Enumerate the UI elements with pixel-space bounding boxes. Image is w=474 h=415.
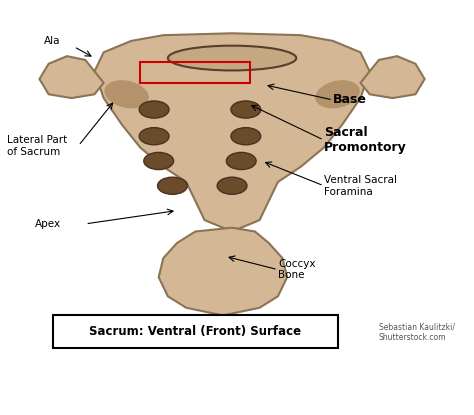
Ellipse shape (139, 101, 169, 118)
Ellipse shape (144, 152, 173, 170)
Ellipse shape (315, 80, 360, 108)
Polygon shape (360, 56, 425, 98)
Ellipse shape (231, 101, 261, 118)
Ellipse shape (231, 128, 261, 145)
Text: Sacral
Promontory: Sacral Promontory (324, 126, 407, 154)
Polygon shape (39, 56, 104, 98)
FancyBboxPatch shape (53, 315, 337, 348)
Ellipse shape (139, 128, 169, 145)
Text: RegisteredNurseRN.com: RegisteredNurseRN.com (141, 394, 333, 408)
Text: Sebastian Kaulitzki/
Shutterstock.com: Sebastian Kaulitzki/ Shutterstock.com (379, 323, 455, 342)
Text: Lateral Part
of Sacrum: Lateral Part of Sacrum (8, 135, 68, 156)
Text: Ala: Ala (44, 36, 61, 46)
Text: Sacrum: Ventral (Front) Surface: Sacrum: Ventral (Front) Surface (89, 325, 301, 338)
Text: Ventral Sacral
Foramina: Ventral Sacral Foramina (324, 175, 397, 197)
Text: Apex: Apex (35, 219, 61, 229)
Text: Base: Base (333, 93, 367, 107)
Ellipse shape (217, 177, 247, 194)
Ellipse shape (104, 80, 149, 108)
Ellipse shape (157, 177, 187, 194)
Bar (140, 62, 250, 83)
Ellipse shape (226, 152, 256, 170)
Polygon shape (159, 228, 287, 315)
Polygon shape (94, 33, 370, 232)
Ellipse shape (168, 46, 296, 71)
Text: Coccyx
Bone: Coccyx Bone (278, 259, 315, 281)
